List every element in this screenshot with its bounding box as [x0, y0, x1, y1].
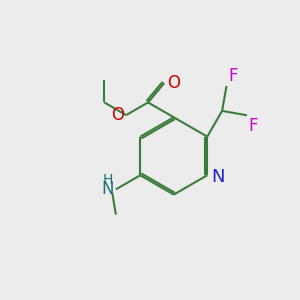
- Text: O: O: [111, 106, 124, 124]
- Text: F: F: [248, 117, 258, 135]
- Text: N: N: [101, 180, 113, 198]
- Text: F: F: [228, 67, 238, 85]
- Text: O: O: [167, 74, 180, 92]
- Text: N: N: [212, 168, 225, 186]
- Text: H: H: [103, 173, 113, 187]
